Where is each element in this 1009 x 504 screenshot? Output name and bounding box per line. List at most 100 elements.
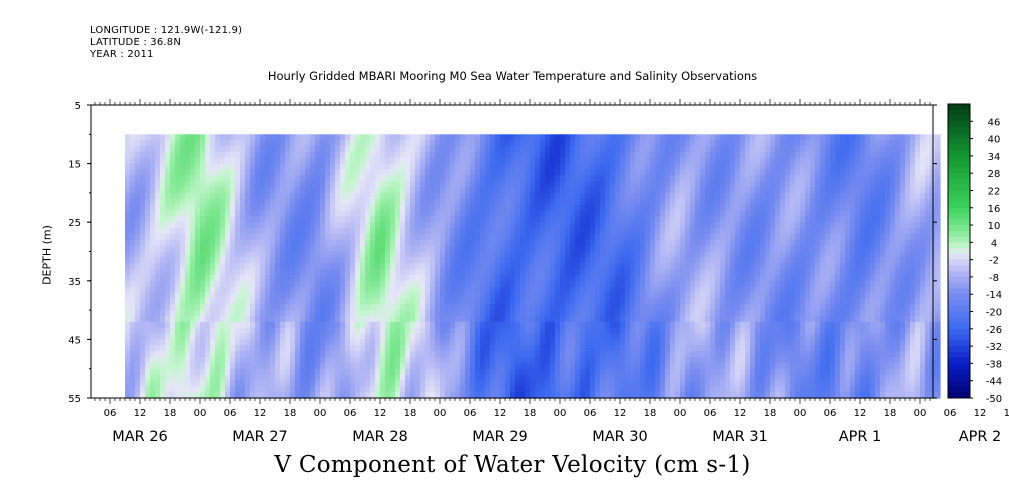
heatmap-cell bbox=[585, 274, 591, 282]
heatmap-cell bbox=[355, 274, 361, 282]
heatmap-cell bbox=[665, 151, 671, 159]
heatmap-cell bbox=[670, 321, 676, 329]
heatmap-cell bbox=[665, 257, 671, 264]
heatmap-cell bbox=[215, 187, 221, 194]
heatmap-cell bbox=[630, 310, 636, 317]
heatmap-cell bbox=[620, 204, 626, 212]
heatmap-cell bbox=[235, 298, 241, 305]
heatmap-cell bbox=[525, 316, 531, 323]
heatmap-cell bbox=[555, 339, 561, 346]
heatmap-cell bbox=[505, 392, 511, 399]
heatmap-cell bbox=[490, 269, 496, 276]
heatmap-cell bbox=[515, 146, 521, 153]
heatmap-cell bbox=[615, 228, 621, 235]
heatmap-cell bbox=[550, 321, 556, 329]
heatmap-cell bbox=[535, 239, 541, 247]
heatmap-cell bbox=[435, 368, 441, 376]
heatmap-cell bbox=[295, 280, 301, 288]
heatmap-cell bbox=[305, 292, 311, 299]
heatmap-cell bbox=[450, 339, 456, 346]
heatmap-cell bbox=[260, 292, 266, 299]
heatmap-cell bbox=[475, 345, 481, 352]
heatmap-cell bbox=[360, 339, 366, 346]
heatmap-cell bbox=[575, 357, 581, 364]
heatmap-cell bbox=[545, 181, 551, 188]
heatmap-cell bbox=[285, 380, 291, 387]
heatmap-cell bbox=[490, 351, 496, 358]
heatmap-cell bbox=[370, 368, 376, 376]
heatmap-cell bbox=[550, 233, 556, 241]
heatmap-cell bbox=[135, 198, 141, 206]
heatmap-cell bbox=[360, 269, 366, 276]
heatmap-cell bbox=[435, 233, 441, 241]
heatmap-cell bbox=[635, 380, 641, 387]
heatmap-cell bbox=[220, 351, 226, 358]
heatmap-cell bbox=[650, 280, 656, 288]
heatmap-cell bbox=[230, 181, 236, 188]
heatmap-cell bbox=[540, 374, 546, 382]
heatmap-cell bbox=[305, 357, 311, 364]
heatmap-cell bbox=[355, 310, 361, 317]
heatmap-cell bbox=[270, 204, 276, 212]
heatmap-cell bbox=[270, 304, 276, 311]
heatmap-cell bbox=[165, 192, 171, 200]
heatmap-cell bbox=[565, 263, 571, 270]
heatmap-cell bbox=[320, 274, 326, 282]
heatmap-cell bbox=[250, 292, 256, 299]
heatmap-cell bbox=[565, 339, 571, 346]
heatmap-cell bbox=[455, 304, 461, 311]
heatmap-cell bbox=[635, 298, 641, 305]
heatmap-cell bbox=[290, 257, 296, 264]
heatmap-cell bbox=[165, 175, 171, 182]
heatmap-cell bbox=[515, 198, 521, 206]
heatmap-cell bbox=[295, 175, 301, 182]
heatmap-cell bbox=[665, 233, 671, 241]
heatmap-cell bbox=[270, 228, 276, 235]
heatmap-cell bbox=[255, 368, 261, 376]
heatmap-cell bbox=[145, 327, 151, 335]
heatmap-cell bbox=[565, 392, 571, 399]
heatmap-cell bbox=[675, 269, 681, 276]
heatmap-cell bbox=[410, 151, 416, 159]
heatmap-cell bbox=[520, 157, 526, 165]
heatmap-cell bbox=[430, 321, 436, 329]
heatmap-cell bbox=[270, 263, 276, 270]
heatmap-cell bbox=[660, 222, 666, 229]
heatmap-cell bbox=[345, 204, 351, 212]
heatmap-cell bbox=[425, 222, 431, 229]
heatmap-cell bbox=[130, 263, 136, 270]
heatmap-cell bbox=[385, 204, 391, 212]
heatmap-cell bbox=[655, 157, 661, 165]
heatmap-cell bbox=[560, 157, 566, 165]
heatmap-cell bbox=[235, 187, 241, 194]
heatmap-cell bbox=[215, 362, 221, 370]
heatmap-cell bbox=[310, 157, 316, 165]
heatmap-cell bbox=[625, 198, 631, 206]
heatmap-cell bbox=[385, 280, 391, 288]
heatmap-cell bbox=[415, 187, 421, 194]
heatmap-cell bbox=[165, 321, 171, 329]
heatmap-cell bbox=[430, 257, 436, 264]
heatmap-cell bbox=[150, 333, 156, 340]
heatmap-cell bbox=[210, 175, 216, 182]
heatmap-cell bbox=[325, 269, 331, 276]
heatmap-cell bbox=[485, 187, 491, 194]
heatmap-cell bbox=[470, 386, 476, 393]
heatmap-cell bbox=[495, 210, 501, 217]
heatmap-cell bbox=[420, 316, 426, 323]
heatmap-cell bbox=[660, 204, 666, 212]
heatmap-cell bbox=[575, 163, 581, 171]
heatmap-cell bbox=[255, 386, 261, 393]
heatmap-cell bbox=[415, 304, 421, 311]
heatmap-cell bbox=[530, 339, 536, 346]
heatmap-cell bbox=[150, 239, 156, 247]
heatmap-cell bbox=[215, 239, 221, 247]
heatmap-cell bbox=[125, 163, 131, 171]
heatmap-cell bbox=[620, 380, 626, 387]
heatmap-cell bbox=[150, 286, 156, 294]
heatmap-cell bbox=[135, 310, 141, 317]
heatmap-cell bbox=[410, 292, 416, 299]
heatmap-cell bbox=[210, 362, 216, 370]
heatmap-cell bbox=[415, 269, 421, 276]
heatmap-cell bbox=[165, 134, 171, 141]
